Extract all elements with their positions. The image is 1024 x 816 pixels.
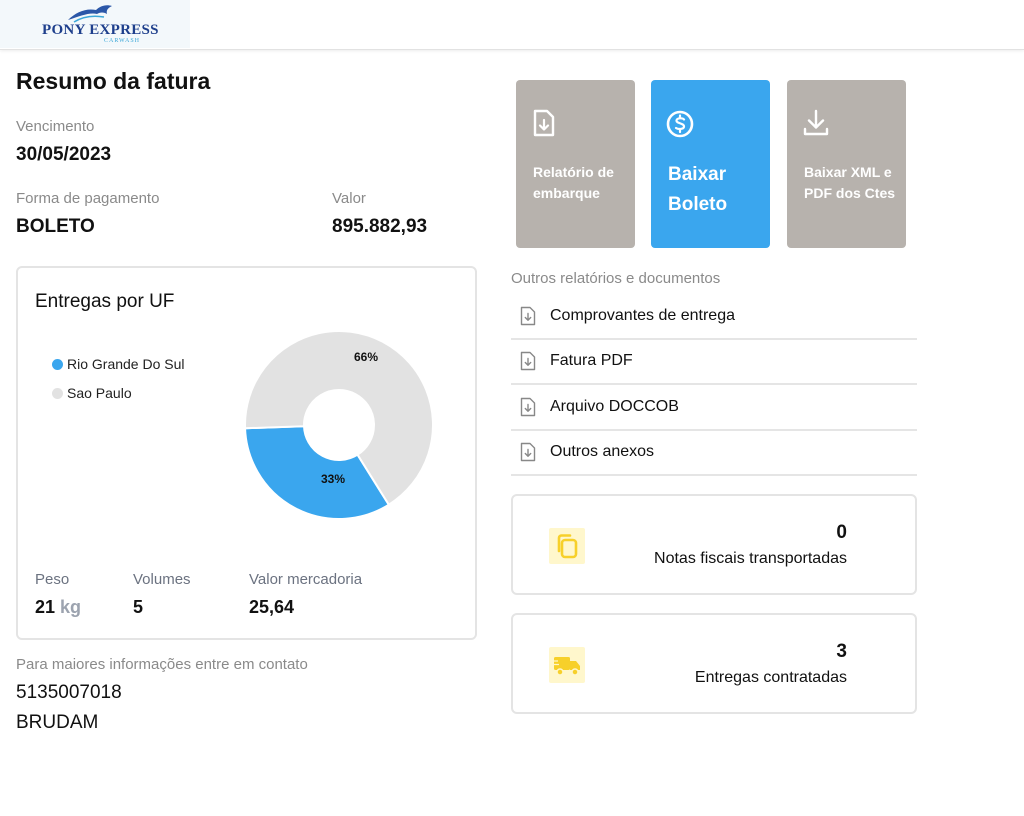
shipment-report-label: Relatório de embarque	[533, 164, 614, 201]
document-label: Arquivo DOCCOB	[550, 398, 679, 415]
invoices-label: Notas fiscais transportadas	[654, 550, 847, 567]
download-icon	[803, 109, 829, 136]
document-label: Outros anexos	[550, 443, 655, 460]
file-download-icon	[519, 351, 537, 371]
download-boleto-button[interactable]: Baixar Boleto	[651, 80, 770, 248]
deliveries-label: Entregas contratadas	[694, 669, 847, 686]
weight-unit: kg	[60, 597, 82, 617]
file-download-icon	[519, 442, 537, 462]
contact-phone: 5135007018	[16, 682, 122, 703]
deliveries-stat-card: 3 Entregas contratadas	[511, 613, 917, 714]
file-download-icon	[533, 109, 555, 137]
slice-value-label: 66%	[354, 350, 378, 364]
payment-method-value: BOLETO	[16, 216, 95, 237]
truck-icon	[549, 647, 585, 683]
weight-label: Peso	[35, 571, 70, 588]
document-row[interactable]: Fatura PDF	[511, 339, 917, 385]
invoices-count: 0	[836, 522, 847, 543]
download-xml-pdf-button[interactable]: Baixar XML e PDF dos Ctes	[787, 80, 906, 248]
horse-logo-icon	[68, 5, 112, 23]
document-row[interactable]: Comprovantes de entrega	[511, 294, 917, 340]
due-date-label: Vencimento	[16, 118, 95, 135]
amount-label: Valor	[332, 190, 366, 207]
chart-title: Entregas por UF	[35, 291, 175, 312]
slice-rio-grande-do-sul[interactable]	[244, 425, 391, 520]
goods-value: 25,64	[249, 597, 295, 617]
donut-chart: 33% 66%	[244, 330, 434, 520]
legend-item-sao-paulo[interactable]: Sao Paulo	[52, 385, 132, 401]
weight-number: 21	[35, 597, 56, 617]
legend-swatch	[52, 387, 63, 399]
payment-method-label: Forma de pagamento	[16, 190, 160, 207]
file-download-icon	[519, 306, 537, 326]
download-boleto-label: Baixar Boleto	[668, 164, 728, 215]
legend-swatch	[52, 358, 63, 370]
company-logo[interactable]: PONY EXPRESS CARWASH	[0, 0, 190, 48]
deliveries-count: 3	[836, 641, 847, 662]
contact-company: BRUDAM	[16, 712, 99, 733]
deliveries-by-state-card: Entregas por UF Rio Grande Do Sul Sao Pa…	[16, 266, 477, 640]
amount-value: 895.882,93	[332, 216, 428, 237]
page-title: Resumo da fatura	[16, 68, 211, 94]
slice-value-label: 33%	[321, 472, 345, 486]
weight-value: 21 kg	[35, 597, 81, 618]
legend-item-rio-grande-do-sul[interactable]: Rio Grande Do Sul	[52, 356, 185, 372]
legend-label: Sao Paulo	[67, 385, 132, 401]
document-row[interactable]: Outros anexos	[511, 430, 917, 476]
invoices-stat-card: 0 Notas fiscais transportadas	[511, 494, 917, 595]
dollar-circle-icon	[666, 110, 694, 138]
volumes-value: 5	[133, 597, 144, 617]
download-xml-pdf-label: Baixar XML e PDF dos Ctes	[804, 164, 896, 201]
volumes-label: Volumes	[133, 571, 191, 588]
document-label: Comprovantes de entrega	[550, 307, 735, 324]
top-bar: PONY EXPRESS CARWASH	[0, 0, 1024, 50]
file-download-icon	[519, 397, 537, 417]
other-documents-title: Outros relatórios e documentos	[511, 270, 721, 287]
logo-text: PONY EXPRESS	[42, 22, 159, 38]
shipment-report-button[interactable]: Relatório de embarque	[516, 80, 635, 248]
copy-icon	[549, 528, 585, 564]
contact-label: Para maiores informações entre em contat…	[16, 656, 308, 673]
document-label: Fatura PDF	[550, 352, 633, 369]
document-row[interactable]: Arquivo DOCCOB	[511, 385, 917, 431]
logo-subtext: CARWASH	[104, 38, 141, 44]
due-date-value: 30/05/2023	[16, 144, 112, 165]
legend-label: Rio Grande Do Sul	[67, 356, 185, 372]
slice-sao-paulo[interactable]	[244, 330, 434, 507]
goods-value-label: Valor mercadoria	[249, 571, 363, 588]
